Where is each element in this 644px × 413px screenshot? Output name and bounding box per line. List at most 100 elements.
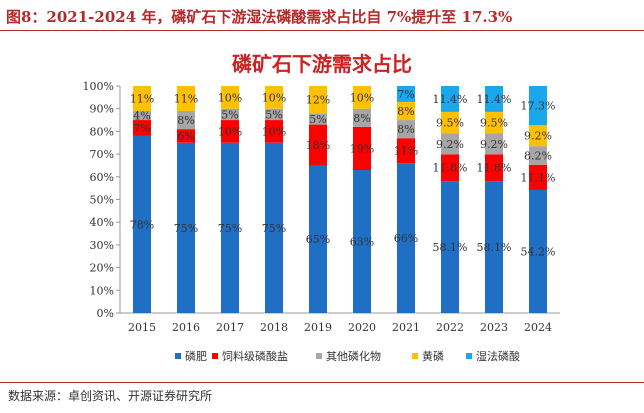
- data-label: 9.2%: [436, 138, 464, 151]
- bar-segment: [441, 133, 459, 155]
- bar-segment: [221, 120, 239, 143]
- data-label: 8%: [397, 123, 414, 136]
- data-label: 65%: [306, 233, 330, 246]
- bar-segment: [221, 142, 239, 313]
- data-label: 11.8%: [477, 162, 512, 175]
- data-label: 75%: [262, 222, 286, 235]
- x-tick-label: 2020: [348, 321, 376, 334]
- bar-segment: [397, 120, 415, 139]
- data-label: 12%: [306, 94, 330, 107]
- x-tick-label: 2022: [436, 321, 464, 334]
- x-tick-label: 2023: [480, 321, 508, 334]
- bar-segment: [133, 86, 151, 111]
- bar-segment: [265, 108, 283, 121]
- bar-segment: [485, 86, 503, 112]
- bar-segment: [441, 111, 459, 134]
- data-label: 9.2%: [480, 138, 508, 151]
- footer-divider: [0, 382, 644, 383]
- data-label: 10%: [262, 91, 286, 104]
- data-label: 10%: [262, 125, 286, 138]
- legend-swatch: [212, 353, 218, 359]
- data-label: 8.2%: [524, 149, 552, 162]
- bar-segment: [397, 101, 415, 121]
- y-tick-label: 80%: [90, 125, 114, 138]
- data-label: 11%: [174, 92, 198, 105]
- data-label: 11.4%: [433, 93, 468, 106]
- y-tick-label: 50%: [90, 194, 114, 207]
- bar-segment: [177, 129, 195, 143]
- bar-segment: [485, 154, 503, 182]
- bar-segment: [309, 86, 327, 114]
- x-tick-label: 2019: [304, 321, 332, 334]
- x-tick-label: 2018: [260, 321, 288, 334]
- legend-label: 饲料级磷酸盐: [222, 349, 288, 363]
- legend-swatch: [175, 353, 181, 359]
- data-label: 17.3%: [521, 100, 556, 113]
- bar-segment: [309, 113, 327, 125]
- legend-label: 其他磷化物: [326, 349, 381, 363]
- bar-segment: [529, 86, 547, 126]
- bar-segment: [265, 86, 283, 109]
- data-label: 54.2%: [521, 245, 556, 258]
- bar-segment: [529, 189, 547, 313]
- x-tick-label: 2016: [172, 321, 200, 334]
- bar-segment: [441, 86, 459, 112]
- data-label: 7%: [397, 88, 414, 101]
- data-label: 8%: [177, 114, 194, 127]
- data-label: 58.1%: [477, 241, 512, 254]
- data-label: 11.4%: [477, 93, 512, 106]
- data-label: 4%: [133, 110, 150, 123]
- data-label: 11%: [394, 145, 418, 158]
- data-label: 10%: [218, 125, 242, 138]
- y-tick-label: 30%: [90, 239, 114, 252]
- bar-segment: [177, 110, 195, 130]
- data-label: 7%: [133, 122, 150, 135]
- x-tick-label: 2021: [392, 321, 420, 334]
- y-tick-label: 60%: [90, 171, 114, 184]
- bar-segment: [485, 133, 503, 155]
- x-tick-label: 2017: [216, 321, 244, 334]
- y-tick-label: 0%: [97, 307, 114, 320]
- bar-segment: [177, 86, 195, 111]
- bar-segment: [133, 135, 151, 313]
- data-label: 63%: [350, 235, 374, 248]
- bar-segment: [221, 86, 239, 109]
- bar-segment: [485, 181, 503, 313]
- figure-header: 图8：2021-2024 年，磷矿石下游湿法磷酸需求占比自 7%提升至 17.3…: [0, 0, 644, 31]
- bar-segment: [397, 163, 415, 313]
- data-label: 19%: [350, 142, 374, 155]
- x-tick-label: 2024: [524, 321, 552, 334]
- legend-label: 湿法磷酸: [476, 349, 520, 363]
- legend-swatch: [412, 353, 418, 359]
- bar-segment: [221, 108, 239, 121]
- data-label: 9.2%: [524, 130, 552, 143]
- bar-segment: [397, 86, 415, 102]
- bar-segment: [353, 108, 371, 127]
- legend-label: 磷肥: [185, 350, 207, 363]
- bar-segment: [529, 146, 547, 165]
- stacked-bar-chart: 0%10%20%30%40%50%60%70%80%90%100%78%7%4%…: [83, 80, 560, 363]
- bar-segment: [309, 165, 327, 313]
- y-tick-label: 90%: [90, 103, 114, 116]
- bar-segment: [441, 154, 459, 182]
- data-label: 6%: [177, 130, 194, 143]
- data-label: 11.8%: [433, 162, 468, 175]
- y-tick-label: 10%: [90, 284, 114, 297]
- data-label: 8%: [353, 112, 370, 125]
- y-tick-label: 40%: [90, 216, 114, 229]
- data-label: 18%: [306, 139, 330, 152]
- bar-segment: [177, 142, 195, 313]
- bar-segment: [397, 138, 415, 164]
- data-label: 10%: [350, 91, 374, 104]
- data-label: 5%: [265, 108, 282, 121]
- bar-segment: [529, 125, 547, 147]
- data-label: 11.1%: [521, 171, 556, 184]
- bar-segment: [265, 142, 283, 313]
- legend-label: 黄磷: [422, 349, 444, 363]
- bar-segment: [133, 120, 151, 136]
- data-label: 58.1%: [433, 241, 468, 254]
- data-label: 5%: [221, 108, 238, 121]
- data-label: 5%: [309, 113, 326, 126]
- figure-title: 图8：2021-2024 年，磷矿石下游湿法磷酸需求占比自 7%提升至 17.3…: [6, 8, 513, 26]
- data-label: 11%: [130, 92, 154, 105]
